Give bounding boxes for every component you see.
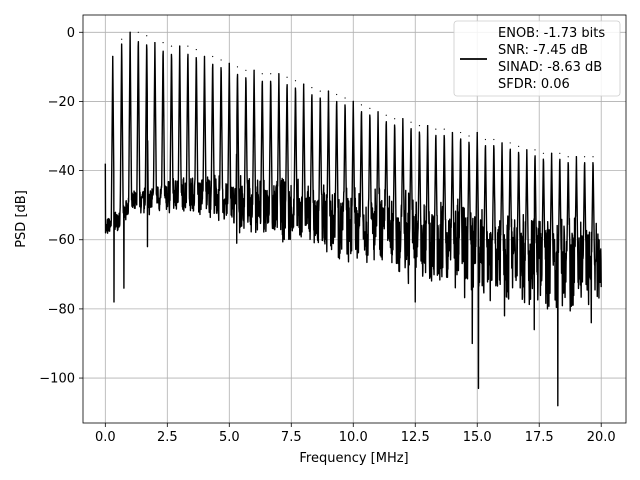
harmonic-peak-point xyxy=(567,156,569,158)
harmonic-peak-point xyxy=(509,142,511,144)
legend-enob: ENOB: -1.73 bits xyxy=(498,26,605,41)
harmonic-peak-point xyxy=(518,145,520,147)
harmonic-peak-point xyxy=(451,131,454,134)
harmonic-peak-point xyxy=(146,35,148,37)
harmonic-peak-point xyxy=(228,62,230,65)
x-tick-label: 15.0 xyxy=(463,430,492,445)
harmonic-peak-point xyxy=(468,135,470,137)
harmonic-peak-point xyxy=(402,118,404,120)
harmonic-peak-point xyxy=(245,69,247,71)
x-tick-label: 0.0 xyxy=(95,430,116,445)
harmonic-peak-point xyxy=(575,156,578,158)
harmonic-peak-point xyxy=(220,59,222,61)
harmonic-peak-point xyxy=(534,149,536,151)
harmonic-peak-point xyxy=(484,138,487,141)
legend: ENOB: -1.73 bits SNR: -7.45 dB SINAD: -8… xyxy=(453,20,621,97)
harmonic-peak-point xyxy=(327,90,330,92)
x-tick-label: 12.5 xyxy=(401,430,430,445)
harmonic-peak-point xyxy=(369,107,371,109)
series-layer xyxy=(104,31,602,407)
y-tick-label: −40 xyxy=(48,164,75,179)
x-tick-label: 2.5 xyxy=(157,430,178,445)
harmonic-peak-point xyxy=(137,31,139,33)
harmonic-peak-point xyxy=(154,42,156,44)
harmonic-peak-point xyxy=(352,100,354,103)
harmonic-peak-point xyxy=(278,73,280,75)
harmonic-peak-point xyxy=(542,152,545,154)
y-axis-label: PSD [dB] xyxy=(14,190,29,248)
harmonic-peak-point xyxy=(418,125,421,127)
harmonic-peak-point xyxy=(195,48,197,51)
harmonic-peak-point xyxy=(121,38,123,40)
harmonic-peak-point xyxy=(162,42,164,44)
harmonic-peak-point xyxy=(410,121,412,123)
x-tick-label: 17.5 xyxy=(525,430,554,445)
legend-sfdr: SFDR: 0.06 xyxy=(498,77,570,92)
harmonic-peak-point xyxy=(394,118,396,120)
harmonic-peak-point xyxy=(551,152,553,154)
x-tick-label: 5.0 xyxy=(219,430,240,445)
x-axis: 0.0 2.5 5.0 7.5 10.0 12.5 15.0 17.5 20.0 xyxy=(95,423,616,445)
harmonic-peak-point xyxy=(476,131,478,134)
harmonic-peak-point xyxy=(319,90,321,92)
harmonic-peak-point xyxy=(261,73,263,75)
x-axis-label: Frequency [MHz] xyxy=(299,451,408,466)
harmonic-peak-point xyxy=(360,104,363,106)
x-tick-label: 7.5 xyxy=(281,430,302,445)
y-tick-label: −100 xyxy=(39,372,75,387)
harmonic-peak-point xyxy=(377,111,379,113)
y-tick-label: 0 xyxy=(67,26,75,41)
harmonic-peak-point xyxy=(303,83,305,85)
harmonic-peak-point xyxy=(170,45,173,47)
harmonic-peak-point xyxy=(443,128,445,130)
harmonic-peak-point xyxy=(112,55,114,58)
harmonic-peak-point xyxy=(129,31,131,33)
harmonic-peak-point xyxy=(212,55,214,58)
y-axis: 0 −20 −40 −60 −80 −100 xyxy=(39,26,83,387)
harmonic-peak-point xyxy=(559,152,561,154)
harmonic-peak-point xyxy=(270,73,272,75)
x-tick-label: 20.0 xyxy=(587,430,616,445)
harmonic-peak-point xyxy=(179,45,181,47)
y-tick-label: −60 xyxy=(48,233,75,248)
legend-box xyxy=(453,20,621,97)
harmonic-peak-point xyxy=(311,87,313,89)
harmonic-peak-point xyxy=(493,138,495,141)
harmonic-peak-point xyxy=(344,97,346,99)
harmonic-peak-point xyxy=(592,156,594,158)
harmonic-peak-point xyxy=(427,125,429,127)
harmonic-peak-point xyxy=(385,114,387,116)
harmonic-peak-point xyxy=(526,149,528,151)
harmonic-peak-point xyxy=(460,131,462,134)
harmonic-peak-point xyxy=(501,142,503,144)
harmonic-peak-point xyxy=(294,80,297,82)
x-tick-label: 10.0 xyxy=(339,430,368,445)
harmonic-peak-point xyxy=(253,69,255,71)
plot-frame xyxy=(82,14,627,424)
y-tick-label: −80 xyxy=(48,302,75,317)
harmonic-peak-point xyxy=(187,45,189,47)
harmonic-peak-point xyxy=(435,128,437,130)
harmonic-peak-point xyxy=(203,55,206,58)
harmonic-peak-point xyxy=(583,156,586,158)
y-tick-label: −20 xyxy=(48,95,75,110)
legend-sinad: SINAD: -8.63 dB xyxy=(498,60,602,75)
harmonic-peak-point xyxy=(236,66,239,68)
harmonic-peak-point xyxy=(286,76,288,78)
legend-snr: SNR: -7.45 dB xyxy=(498,43,588,58)
harmonic-peak-point xyxy=(336,93,338,96)
